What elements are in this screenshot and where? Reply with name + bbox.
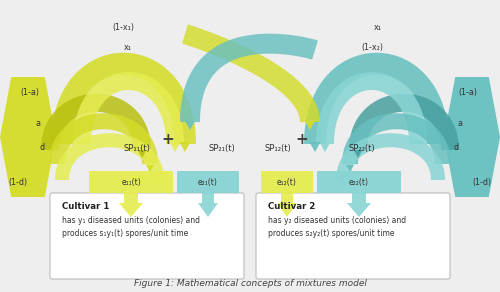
Polygon shape bbox=[339, 181, 347, 188]
Text: produces s₂y₂(t) spores/unit time: produces s₂y₂(t) spores/unit time bbox=[268, 229, 394, 238]
FancyArrow shape bbox=[198, 192, 218, 217]
FancyBboxPatch shape bbox=[261, 171, 313, 193]
Text: x₁: x₁ bbox=[374, 23, 382, 32]
Polygon shape bbox=[0, 77, 56, 197]
Polygon shape bbox=[346, 165, 354, 172]
Text: +: + bbox=[162, 133, 174, 147]
Text: a: a bbox=[36, 119, 41, 128]
Polygon shape bbox=[349, 94, 459, 150]
Polygon shape bbox=[153, 181, 161, 188]
FancyArrow shape bbox=[277, 192, 297, 217]
Text: (1-x₂): (1-x₂) bbox=[361, 43, 383, 52]
Text: SP₂₁(t): SP₂₁(t) bbox=[208, 145, 236, 154]
Polygon shape bbox=[185, 121, 195, 130]
FancyBboxPatch shape bbox=[89, 171, 173, 193]
Text: has y₁ diseased units (colonies) and: has y₁ diseased units (colonies) and bbox=[62, 216, 200, 225]
FancyArrow shape bbox=[119, 192, 143, 217]
Polygon shape bbox=[55, 133, 164, 180]
Polygon shape bbox=[316, 72, 427, 144]
Text: e₂₂(t): e₂₂(t) bbox=[349, 178, 369, 187]
Polygon shape bbox=[73, 72, 184, 144]
Text: SP₂₂(t): SP₂₂(t) bbox=[348, 145, 376, 154]
Polygon shape bbox=[146, 165, 154, 172]
FancyBboxPatch shape bbox=[256, 193, 450, 279]
Text: (1-x₁): (1-x₁) bbox=[112, 23, 134, 32]
Text: a: a bbox=[458, 119, 462, 128]
Polygon shape bbox=[320, 143, 330, 152]
Polygon shape bbox=[336, 133, 445, 180]
Polygon shape bbox=[49, 113, 158, 164]
FancyArrow shape bbox=[347, 192, 371, 217]
Polygon shape bbox=[180, 34, 318, 122]
Polygon shape bbox=[180, 142, 190, 152]
Polygon shape bbox=[304, 53, 449, 144]
Polygon shape bbox=[51, 53, 196, 144]
Text: d: d bbox=[40, 142, 44, 152]
Polygon shape bbox=[310, 142, 320, 152]
Polygon shape bbox=[305, 121, 315, 130]
FancyBboxPatch shape bbox=[50, 193, 244, 279]
Polygon shape bbox=[444, 77, 500, 197]
Text: SP₁₂(t): SP₁₂(t) bbox=[264, 145, 291, 154]
FancyBboxPatch shape bbox=[177, 171, 239, 193]
Text: Cultivar 1: Cultivar 1 bbox=[62, 202, 110, 211]
Text: (1-a): (1-a) bbox=[20, 88, 40, 96]
Text: e₁₁(t): e₁₁(t) bbox=[121, 178, 141, 187]
Text: x₁: x₁ bbox=[124, 43, 132, 52]
Polygon shape bbox=[182, 25, 320, 122]
Polygon shape bbox=[138, 150, 146, 158]
Text: (1-d): (1-d) bbox=[472, 178, 492, 187]
Text: Figure 1: Mathematical concepts of mixtures model: Figure 1: Mathematical concepts of mixtu… bbox=[134, 279, 366, 288]
Text: (1-d): (1-d) bbox=[8, 178, 28, 187]
Text: d: d bbox=[454, 142, 458, 152]
Text: (1-a): (1-a) bbox=[458, 88, 477, 96]
Polygon shape bbox=[170, 143, 180, 152]
Text: Cultivar 2: Cultivar 2 bbox=[268, 202, 316, 211]
Text: e₂₁(t): e₂₁(t) bbox=[198, 178, 218, 187]
Text: e₁₂(t): e₁₂(t) bbox=[277, 178, 297, 187]
Text: SP₁₁(t): SP₁₁(t) bbox=[124, 145, 150, 154]
Polygon shape bbox=[41, 94, 151, 150]
FancyBboxPatch shape bbox=[317, 171, 401, 193]
Text: +: + bbox=[296, 133, 308, 147]
Polygon shape bbox=[354, 150, 362, 158]
Text: produces s₁y₁(t) spores/unit time: produces s₁y₁(t) spores/unit time bbox=[62, 229, 188, 238]
Polygon shape bbox=[342, 113, 451, 164]
Text: has y₂ diseased units (colonies) and: has y₂ diseased units (colonies) and bbox=[268, 216, 406, 225]
